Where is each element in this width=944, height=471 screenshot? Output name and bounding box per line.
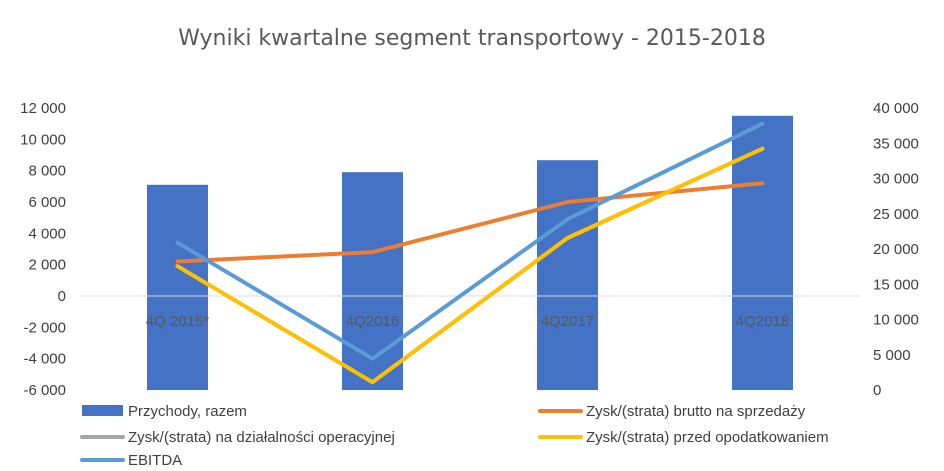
left-tick-label: -2 000	[23, 319, 66, 336]
line-series-path	[175, 146, 765, 385]
legend-label: EBITDA	[128, 452, 182, 469]
legend: Przychody, razem Zysk/(strata) brutto na …	[80, 403, 829, 469]
bar	[342, 172, 403, 390]
line-series-path	[175, 181, 765, 264]
left-tick-label: 2 000	[28, 257, 66, 274]
category-label: 4Q 2015*	[146, 313, 210, 330]
left-axis: -6 000 -4 000 -2 000 0 2 000 4 000 6 000 8 000 1…	[20, 100, 66, 399]
category-label: 4Q2017	[541, 313, 594, 330]
right-tick-label: 5 000	[873, 347, 911, 364]
chart-title: Wyniki kwartalne segment transportowy - …	[178, 26, 766, 51]
left-tick-label: 8 000	[28, 163, 66, 180]
left-tick-label: 0	[58, 288, 66, 305]
bar	[147, 184, 208, 390]
left-tick-label: -6 000	[23, 382, 66, 399]
line-series	[175, 121, 765, 385]
left-tick-label: -4 000	[23, 351, 66, 368]
legend-label: Przychody, razem	[128, 403, 247, 420]
right-tick-label: 35 000	[873, 135, 919, 152]
right-tick-label: 10 000	[873, 312, 919, 329]
right-tick-label: 40 000	[873, 100, 919, 117]
category-axis: 4Q 2015* 4Q2016 4Q2017 4Q2018	[146, 313, 789, 330]
bar	[732, 115, 793, 391]
line-series-path	[175, 121, 765, 361]
right-tick-label: 15 000	[873, 276, 919, 293]
left-tick-label: 4 000	[28, 225, 66, 242]
legend-label: Zysk/(strata) przed opodatkowaniem	[586, 429, 829, 446]
left-tick-label: 10 000	[20, 131, 66, 148]
left-tick-label: 6 000	[28, 194, 66, 211]
legend-label: Zysk/(strata) brutto na sprzedaży	[586, 403, 806, 420]
right-tick-label: 25 000	[873, 206, 919, 223]
right-tick-label: 0	[873, 382, 881, 399]
legend-label: Zysk/(strata) na działalności operacyjne…	[128, 429, 395, 446]
right-tick-label: 20 000	[873, 241, 919, 258]
bar	[537, 160, 598, 390]
right-axis: 0 5 000 10 000 15 000 20 000 25 000 30 000 35 0…	[873, 100, 919, 399]
line-series-path	[175, 146, 765, 385]
bar-series	[147, 115, 793, 391]
category-label: 4Q2018	[736, 313, 789, 330]
legend-swatch	[82, 405, 123, 416]
left-tick-label: 12 000	[20, 100, 66, 117]
right-tick-label: 30 000	[873, 171, 919, 188]
category-label: 4Q2016	[346, 313, 399, 330]
